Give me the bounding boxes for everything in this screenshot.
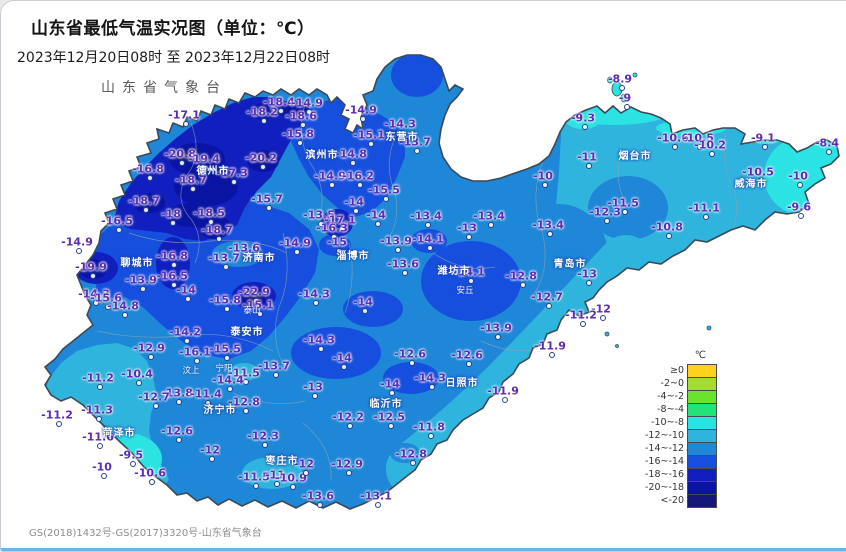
legend-row: -18~-16	[613, 468, 717, 482]
legend-color-swatch	[687, 403, 717, 417]
map-credit: GS(2018)1432号-GS(2017)3320号-山东省气象台	[29, 528, 262, 539]
legend-color-swatch	[687, 390, 717, 404]
legend-range-label: ≥0	[669, 364, 684, 376]
legend-range-label: -8~-4	[657, 403, 684, 415]
legend-color-swatch	[687, 468, 717, 482]
legend-color-swatch	[687, 442, 717, 456]
legend-range-label: <-20	[660, 494, 684, 506]
legend-row: -8~-4	[613, 403, 717, 417]
legend-row: -16~-14	[613, 455, 717, 469]
legend-row: -2~0	[613, 377, 717, 391]
legend-row: -20~-18	[613, 481, 717, 495]
legend-range-label: -12~-10	[645, 429, 684, 441]
legend-range-label: -18~-16	[645, 468, 684, 480]
legend-color-swatch	[687, 364, 717, 378]
legend-color-swatch	[687, 377, 717, 391]
legend-color-swatch	[687, 429, 717, 443]
county-boundaries	[96, 100, 738, 482]
legend-row: ≥0	[613, 364, 717, 378]
map-title: 山东省最低气温实况图（单位：℃）	[31, 19, 315, 39]
legend-row: -14~-12	[613, 442, 717, 456]
legend-color-swatch	[687, 416, 717, 430]
legend-row: <-20	[613, 494, 717, 508]
legend-row: -4~-2	[613, 390, 717, 404]
legend-color-swatch	[687, 481, 717, 495]
legend-rows: ≥0 -2~0 -4~-2 -8~-4 -10~-8 -12~-10 -14~-12 -16~…	[613, 364, 717, 508]
legend-range-label: -20~-18	[645, 481, 684, 493]
legend-range-label: -14~-12	[645, 442, 684, 454]
legend-row: -10~-8	[613, 416, 717, 430]
legend-range-label: -2~0	[660, 377, 684, 389]
legend-color-swatch	[687, 494, 717, 508]
map-agency: 山东省气象台	[101, 80, 227, 96]
legend-range-label: -10~-8	[651, 416, 684, 428]
legend-row: -12~-10	[613, 429, 717, 443]
legend-color-swatch	[687, 455, 717, 469]
temperature-legend: ℃ ≥0 -2~0 -4~-2 -8~-4 -10~-8 -12~-10 -14~-12 -1…	[613, 350, 717, 508]
legend-range-label: -16~-14	[645, 455, 684, 467]
legend-unit: ℃	[694, 350, 706, 361]
legend-range-label: -4~-2	[657, 390, 684, 402]
map-date-range: 2023年12月20日08时 至 2023年12月22日08时	[17, 50, 331, 66]
province-outline	[43, 54, 840, 510]
